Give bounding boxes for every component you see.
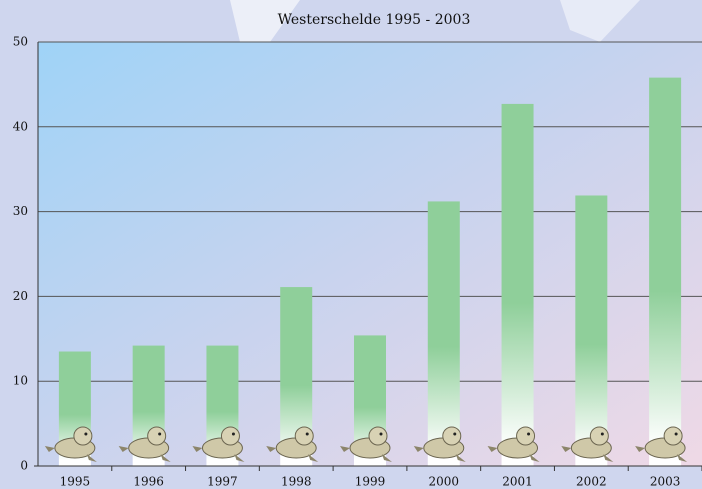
bar	[575, 195, 607, 466]
x-tick-label: 1998	[281, 475, 312, 489]
y-tick-label: 0	[20, 459, 28, 473]
chart: Westerschelde 1995 - 2003 0 10 20 30 40 50 199…	[0, 0, 702, 489]
seal-part	[148, 427, 166, 445]
seal-part	[601, 433, 604, 436]
seal-part	[158, 433, 161, 436]
x-tick-label: 2003	[650, 475, 681, 489]
y-tick-label: 30	[13, 204, 28, 218]
seal-part	[453, 433, 456, 436]
seal-part	[295, 427, 313, 445]
chart-title: Westerschelde 1995 - 2003	[278, 12, 471, 28]
x-tick-label: 1995	[60, 475, 91, 489]
y-tick-label: 50	[13, 35, 28, 49]
seal-part	[664, 427, 682, 445]
y-tick-label: 10	[13, 374, 28, 388]
seal-part	[84, 433, 87, 436]
bar	[649, 78, 681, 466]
seal-part	[517, 427, 535, 445]
x-tick-label: 2001	[502, 475, 533, 489]
seal-part	[527, 433, 530, 436]
x-tick-label: 1999	[355, 475, 386, 489]
bar	[502, 104, 534, 466]
seal-part	[590, 427, 608, 445]
y-tick-label: 20	[13, 289, 28, 303]
x-tick-label: 1996	[133, 475, 164, 489]
x-tick-label: 2002	[576, 475, 607, 489]
seal-part	[675, 433, 678, 436]
seal-part	[443, 427, 461, 445]
seal-part	[369, 427, 387, 445]
seal-part	[306, 433, 309, 436]
x-tick-label: 2000	[429, 475, 460, 489]
y-tick-label: 40	[13, 119, 28, 133]
seal-part	[74, 427, 92, 445]
seal-part	[232, 433, 235, 436]
seal-part	[380, 433, 383, 436]
x-tick-label: 1997	[207, 475, 238, 489]
seal-part	[221, 427, 239, 445]
bar	[428, 201, 460, 466]
